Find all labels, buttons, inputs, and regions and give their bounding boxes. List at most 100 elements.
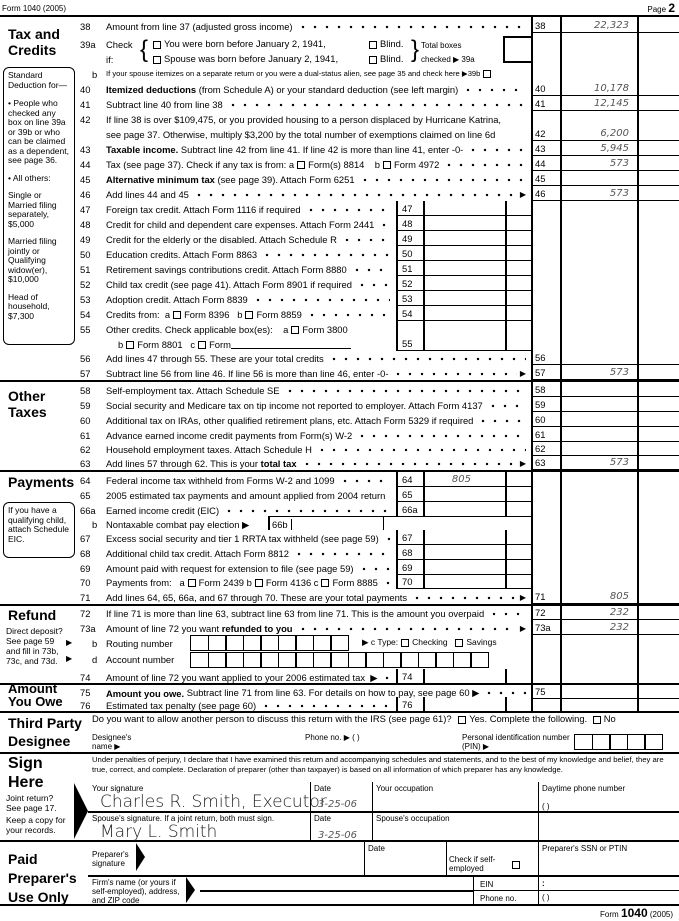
amount-box-50[interactable]: 50	[396, 246, 531, 261]
amount-box-45[interactable]: 45	[531, 171, 679, 186]
digit-box[interactable]	[574, 734, 593, 750]
routing-number-input[interactable]	[190, 635, 349, 651]
digit-box[interactable]	[225, 635, 244, 651]
digit-box[interactable]	[644, 734, 663, 750]
checking-checkbox[interactable]	[401, 638, 410, 647]
amount-box-70[interactable]: 70	[396, 574, 531, 589]
designee-pin-input[interactable]	[574, 734, 663, 750]
amount-box-69[interactable]: 69	[396, 560, 531, 575]
checkbox[interactable]	[254, 578, 263, 587]
digit-box[interactable]	[207, 635, 227, 651]
digit-box[interactable]	[452, 652, 472, 668]
preparer-phone-input[interactable]: ( )	[542, 893, 550, 902]
savings-checkbox[interactable]	[455, 638, 464, 647]
ein-input[interactable]: :	[542, 879, 545, 888]
amount-box-51[interactable]: 51	[396, 261, 531, 276]
digit-box[interactable]	[365, 652, 384, 668]
amount-box-44[interactable]: 44 573	[531, 156, 679, 171]
amount-box-49[interactable]: 49	[396, 231, 531, 246]
designee-yes-checkbox[interactable]	[458, 715, 467, 724]
digit-box[interactable]	[190, 635, 209, 651]
digit-box[interactable]	[330, 652, 349, 668]
amount-box-72[interactable]: 72 232	[531, 605, 679, 620]
spouse-signature-date[interactable]: 3-25-06	[318, 830, 358, 841]
digit-box[interactable]	[626, 734, 646, 750]
digit-box[interactable]	[225, 652, 244, 668]
amount-box-55[interactable]: 55	[396, 321, 531, 351]
digit-box[interactable]	[260, 635, 279, 651]
digit-box[interactable]	[190, 652, 209, 668]
daytime-phone-input[interactable]: ( )	[542, 802, 550, 811]
amount-box-48[interactable]: 48	[396, 216, 531, 231]
digit-box[interactable]	[260, 652, 279, 668]
spouse-blind-checkbox[interactable]	[369, 55, 377, 64]
spouse-signature[interactable]: Mary L. Smith	[100, 822, 218, 842]
amount-box-74[interactable]: 74	[396, 669, 531, 684]
digit-box[interactable]	[295, 652, 314, 668]
combat-pay-box[interactable]: 66b	[268, 516, 384, 530]
amount-box-53[interactable]: 53	[396, 291, 531, 306]
amount-box-46[interactable]: 46 573	[531, 186, 679, 201]
amount-box-60[interactable]: 60	[531, 412, 679, 427]
checkbox[interactable]	[297, 160, 306, 169]
amount-box-71[interactable]: 71 805	[531, 589, 679, 604]
amount-box-59[interactable]: 59	[531, 397, 679, 412]
amount-box-67[interactable]: 67	[396, 530, 531, 545]
checkbox[interactable]	[198, 340, 207, 349]
digit-box[interactable]	[207, 652, 227, 668]
born-before-1941-checkbox[interactable]	[153, 40, 161, 49]
amount-box-56[interactable]: 56	[531, 350, 679, 365]
amount-box-62[interactable]: 62	[531, 441, 679, 456]
amount-box-65[interactable]: 65	[396, 487, 531, 502]
digit-box[interactable]	[435, 652, 454, 668]
you-blind-checkbox[interactable]	[369, 40, 377, 49]
digit-box[interactable]	[330, 635, 349, 651]
checkbox[interactable]	[383, 160, 392, 169]
digit-box[interactable]	[591, 734, 611, 750]
amount-box-64[interactable]: 64 805	[396, 472, 531, 487]
digit-box[interactable]	[277, 635, 297, 651]
digit-box[interactable]	[417, 652, 437, 668]
amount-box-75[interactable]: 75	[531, 684, 679, 699]
checkbox[interactable]	[291, 325, 300, 334]
self-employed-checkbox[interactable]	[512, 861, 520, 869]
designee-name-input[interactable]	[160, 748, 300, 749]
amount-box-54[interactable]: 54	[396, 306, 531, 321]
amount-box-57[interactable]: 57 573	[531, 365, 679, 380]
amount-box-40[interactable]: 40 10,178	[531, 81, 679, 96]
amount-box-41[interactable]: 41 12,145	[531, 96, 679, 111]
amount-box-52[interactable]: 52	[396, 276, 531, 291]
other-form-input[interactable]	[230, 341, 351, 349]
your-signature-date[interactable]: 3-25-06	[318, 799, 358, 810]
checkbox[interactable]	[126, 340, 135, 349]
amount-box-73a[interactable]: 73a 232	[531, 620, 679, 635]
amount-box-38[interactable]: 38 22,323	[531, 18, 679, 33]
firm-address-line[interactable]	[200, 890, 473, 892]
digit-box[interactable]	[242, 652, 262, 668]
designee-no-checkbox[interactable]	[592, 715, 601, 724]
account-number-input[interactable]	[190, 652, 489, 668]
digit-box[interactable]	[382, 652, 402, 668]
digit-box[interactable]	[312, 652, 332, 668]
amount-box-61[interactable]: 61	[531, 427, 679, 442]
amount-box-63[interactable]: 63 573	[531, 455, 679, 470]
digit-box[interactable]	[312, 635, 332, 651]
digit-box[interactable]	[470, 652, 489, 668]
total-boxes-input[interactable]	[503, 36, 531, 63]
amount-box-68[interactable]: 68	[396, 545, 531, 560]
digit-box[interactable]	[347, 652, 367, 668]
checkbox[interactable]	[321, 578, 330, 587]
checkbox[interactable]	[187, 578, 196, 587]
digit-box[interactable]	[400, 652, 419, 668]
amount-box-58[interactable]: 58	[531, 382, 679, 397]
amount-box-76[interactable]: 76	[396, 697, 531, 712]
digit-box[interactable]	[277, 652, 297, 668]
checkbox[interactable]	[173, 310, 182, 319]
spouse-born-before-1941-checkbox[interactable]	[153, 55, 161, 64]
checkbox[interactable]	[245, 310, 254, 319]
amount-box-47[interactable]: 47	[396, 201, 531, 216]
digit-box[interactable]	[609, 734, 628, 750]
amount-box-42[interactable]: 42 6,200	[531, 111, 679, 141]
digit-box[interactable]	[242, 635, 262, 651]
digit-box[interactable]	[295, 635, 314, 651]
